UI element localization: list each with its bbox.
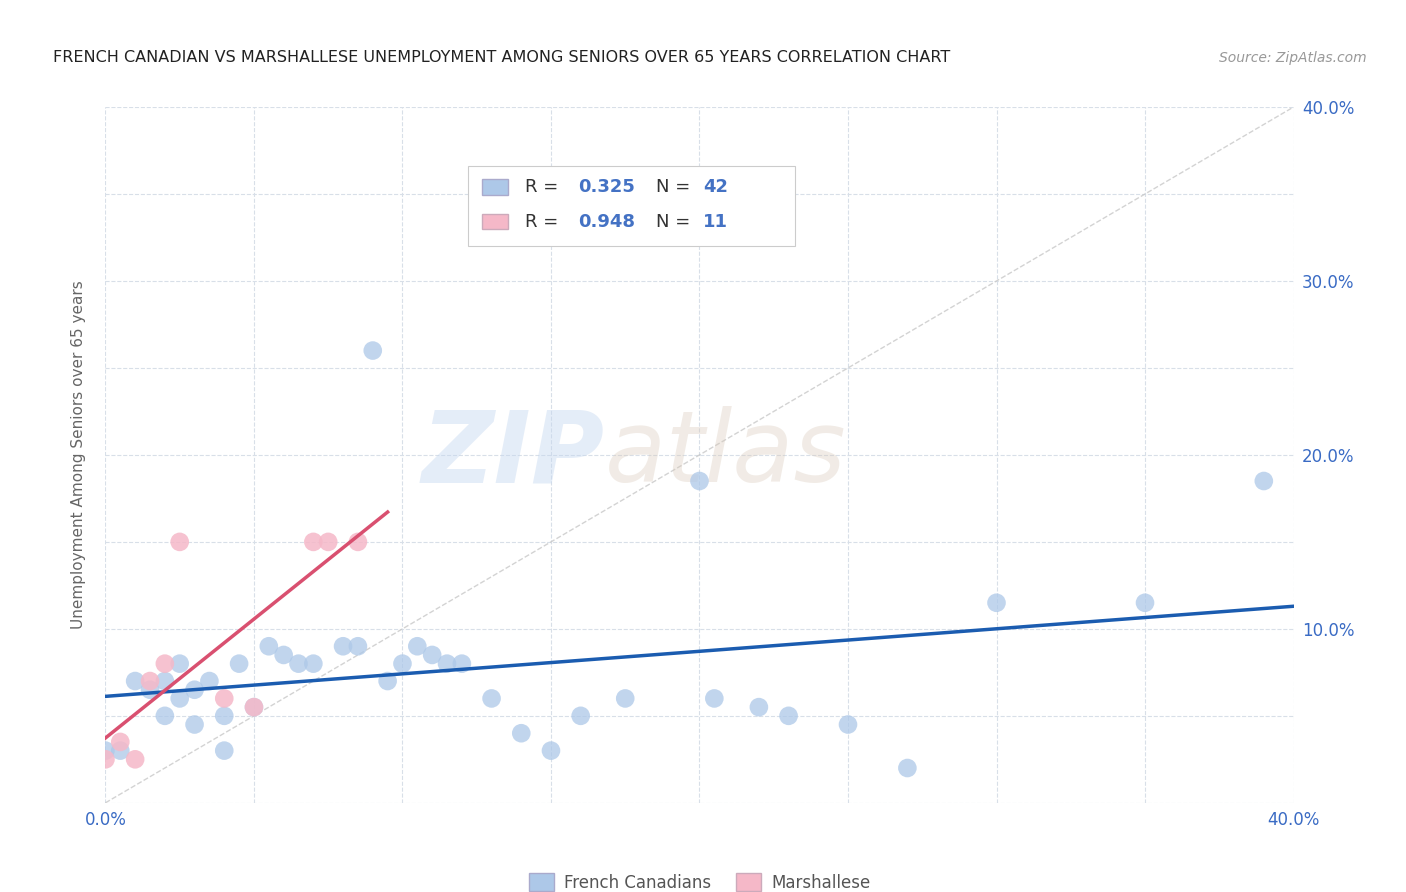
Point bbox=[153, 674, 176, 689]
Point bbox=[124, 752, 146, 766]
Point bbox=[169, 657, 191, 671]
Text: atlas: atlas bbox=[605, 407, 846, 503]
Point bbox=[689, 474, 711, 488]
Text: N =: N = bbox=[655, 213, 696, 231]
FancyBboxPatch shape bbox=[468, 166, 794, 246]
Point bbox=[214, 744, 236, 758]
Point bbox=[110, 735, 132, 749]
Point bbox=[510, 726, 533, 740]
Point bbox=[214, 691, 236, 706]
Point bbox=[124, 674, 146, 689]
Point bbox=[569, 708, 592, 723]
Point bbox=[110, 744, 132, 758]
Text: Source: ZipAtlas.com: Source: ZipAtlas.com bbox=[1219, 51, 1367, 65]
Text: 0.948: 0.948 bbox=[578, 213, 636, 231]
Point bbox=[361, 343, 384, 358]
Point bbox=[287, 657, 309, 671]
Point bbox=[703, 691, 725, 706]
Point bbox=[450, 657, 472, 671]
FancyBboxPatch shape bbox=[482, 179, 508, 194]
Text: 11: 11 bbox=[703, 213, 728, 231]
Point bbox=[748, 700, 770, 714]
FancyBboxPatch shape bbox=[482, 214, 508, 229]
Point bbox=[1133, 596, 1156, 610]
Y-axis label: Unemployment Among Seniors over 65 years: Unemployment Among Seniors over 65 years bbox=[72, 281, 86, 629]
Point bbox=[198, 674, 221, 689]
Point bbox=[1253, 474, 1275, 488]
Text: 42: 42 bbox=[703, 178, 728, 196]
Point bbox=[183, 682, 205, 697]
Point bbox=[540, 744, 562, 758]
Point bbox=[347, 639, 370, 653]
Point bbox=[94, 752, 117, 766]
Text: R =: R = bbox=[524, 178, 564, 196]
Point bbox=[257, 639, 280, 653]
Point bbox=[986, 596, 1008, 610]
Point bbox=[778, 708, 800, 723]
Text: ZIP: ZIP bbox=[422, 407, 605, 503]
Point bbox=[614, 691, 637, 706]
Point bbox=[302, 534, 325, 549]
Point bbox=[377, 674, 399, 689]
Point bbox=[332, 639, 354, 653]
Point bbox=[347, 534, 370, 549]
Text: 0.325: 0.325 bbox=[578, 178, 636, 196]
Point bbox=[94, 744, 117, 758]
Point bbox=[243, 700, 266, 714]
Point bbox=[169, 534, 191, 549]
Point bbox=[139, 674, 162, 689]
Point bbox=[391, 657, 413, 671]
Point bbox=[420, 648, 443, 662]
Point bbox=[153, 708, 176, 723]
Point bbox=[302, 657, 325, 671]
Point bbox=[183, 717, 205, 731]
Point bbox=[406, 639, 429, 653]
Point bbox=[896, 761, 918, 775]
Point bbox=[481, 691, 503, 706]
Point bbox=[316, 534, 339, 549]
Legend: French Canadians, Marshallese: French Canadians, Marshallese bbox=[522, 867, 877, 892]
Point bbox=[139, 682, 162, 697]
Text: N =: N = bbox=[655, 178, 696, 196]
Point bbox=[837, 717, 859, 731]
Point bbox=[228, 657, 250, 671]
Text: FRENCH CANADIAN VS MARSHALLESE UNEMPLOYMENT AMONG SENIORS OVER 65 YEARS CORRELAT: FRENCH CANADIAN VS MARSHALLESE UNEMPLOYM… bbox=[53, 51, 950, 65]
Point bbox=[243, 700, 266, 714]
Point bbox=[273, 648, 295, 662]
Point bbox=[169, 691, 191, 706]
Point bbox=[153, 657, 176, 671]
Text: R =: R = bbox=[524, 213, 564, 231]
Point bbox=[436, 657, 458, 671]
Point bbox=[214, 708, 236, 723]
